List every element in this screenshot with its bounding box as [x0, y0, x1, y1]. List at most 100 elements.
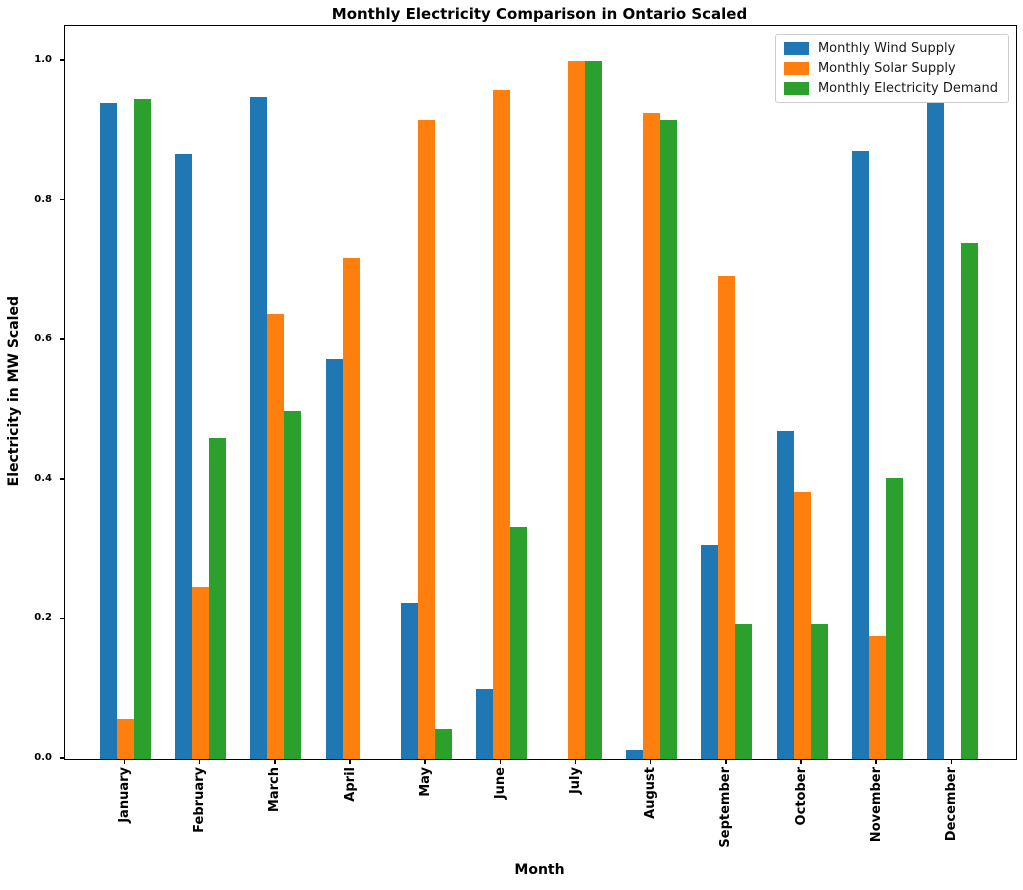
legend-swatch-icon [783, 82, 809, 95]
x-tick-september: September [700, 759, 751, 864]
x-tick-label: December [943, 767, 959, 842]
x-tick-february: February [174, 759, 225, 864]
bar-group-december [926, 60, 978, 759]
bar-monthly-solar-supply-february [192, 586, 210, 759]
y-tick-label: 0.2 [34, 612, 52, 624]
x-tick-label: February [192, 767, 208, 833]
bar-monthly-electricity-demand-january [134, 98, 151, 759]
legend-label: Monthly Electricity Demand [817, 81, 998, 96]
bar-monthly-wind-supply-december [926, 60, 944, 759]
bar-monthly-wind-supply-november [851, 150, 869, 759]
x-tick-label: November [868, 767, 884, 843]
legend: Monthly Wind Supply Monthly Solar Supply M… [774, 34, 1009, 103]
bar-group-november [851, 150, 903, 759]
y-tick-mark [60, 617, 65, 620]
y-tick-mark [60, 59, 65, 61]
bar-monthly-electricity-demand-august [660, 119, 678, 759]
x-tick-mark [875, 759, 877, 764]
x-tick-june: June [475, 759, 526, 864]
bar-monthly-electricity-demand-july [585, 60, 603, 759]
bar-group-september [701, 275, 753, 759]
x-tick-mark [349, 759, 351, 764]
y-tick-mark [60, 478, 65, 480]
bar-monthly-electricity-demand-march [284, 410, 302, 759]
bar-group-april [325, 257, 377, 759]
bar-group-may [400, 120, 452, 759]
bar-monthly-wind-supply-june [475, 689, 493, 759]
bar-monthly-solar-supply-january [117, 719, 134, 759]
x-tick-mark [800, 759, 802, 764]
x-tick-mark [574, 759, 577, 764]
legend-swatch-icon [783, 42, 809, 55]
bar-group-january [100, 98, 151, 759]
bar-monthly-electricity-demand-may [434, 728, 452, 759]
y-tick-mark [60, 757, 65, 759]
y-axis: 0.0 0.2 0.4 0.6 0.8 1.0 [0, 25, 65, 763]
legend-label: Monthly Solar Supply [817, 61, 956, 76]
x-tick-mark [274, 759, 276, 764]
x-tick-mark [649, 759, 652, 764]
legend-entry-monthly-electricity-demand: Monthly Electricity Demand [783, 81, 998, 96]
bar-monthly-electricity-demand-february [209, 437, 227, 759]
bar-monthly-electricity-demand-october [810, 624, 828, 759]
bar-monthly-solar-supply-april [342, 257, 360, 759]
x-tick-august: August [625, 759, 676, 864]
x-tick-label: January [117, 767, 132, 823]
bar-monthly-solar-supply-august [643, 113, 661, 759]
y-tick-label: 0.6 [34, 333, 52, 345]
bar-monthly-wind-supply-april [325, 359, 343, 759]
bar-group-february [175, 154, 227, 759]
legend-entry-monthly-solar-supply: Monthly Solar Supply [783, 61, 998, 76]
x-tick-mark [499, 759, 502, 764]
bar-monthly-solar-supply-september [718, 275, 736, 759]
x-tick-january: January [99, 759, 150, 864]
x-tick-label: October [793, 767, 809, 826]
bar-monthly-solar-supply-november [868, 636, 886, 759]
x-tick-april: April [325, 759, 376, 864]
chart-title: Monthly Electricity Comparison in Ontari… [331, 5, 748, 23]
x-tick-mark [198, 759, 201, 764]
x-tick-label: July [568, 767, 584, 795]
x-tick-mark [424, 759, 426, 764]
x-axis: January February March April May June July Augu… [64, 759, 1015, 864]
legend-label: Monthly Wind Supply [817, 41, 956, 56]
bar-monthly-solar-supply-july [568, 60, 586, 759]
bar-group-june [475, 89, 527, 759]
x-tick-mark [950, 759, 953, 764]
bar-monthly-wind-supply-february [175, 154, 193, 759]
legend-entry-monthly-wind-supply: Monthly Wind Supply [783, 41, 998, 56]
x-tick-label: April [342, 767, 358, 802]
bars-area [65, 26, 1016, 759]
y-tick-label: 0.8 [34, 193, 52, 205]
bar-monthly-electricity-demand-september [735, 623, 753, 759]
x-tick-label: May [417, 767, 433, 797]
bar-monthly-wind-supply-march [250, 97, 268, 759]
y-tick-label: 0.4 [34, 472, 52, 484]
bar-group-august [626, 113, 678, 759]
x-tick-november: November [851, 759, 902, 864]
bar-group-july [551, 60, 603, 759]
x-axis-title: Month [514, 862, 565, 878]
bar-group-october [776, 430, 828, 759]
x-tick-mark [123, 759, 126, 764]
bar-monthly-wind-supply-january [100, 102, 117, 759]
x-tick-march: March [249, 759, 300, 864]
bar-monthly-wind-supply-may [400, 603, 418, 759]
x-tick-october: October [776, 759, 827, 864]
y-tick-mark [60, 198, 65, 201]
x-tick-label: June [492, 767, 508, 800]
bar-monthly-solar-supply-may [417, 120, 435, 759]
bar-monthly-solar-supply-october [793, 491, 811, 759]
bar-monthly-electricity-demand-june [509, 527, 527, 759]
bar-monthly-electricity-demand-november [885, 478, 903, 759]
x-tick-may: May [400, 759, 451, 864]
plot-area: Monthly Wind Supply Monthly Solar Supply M… [64, 25, 1017, 760]
x-tick-label: March [267, 767, 283, 813]
bar-monthly-solar-supply-march [267, 314, 285, 759]
x-tick-label: August [643, 767, 659, 819]
bar-monthly-wind-supply-august [626, 749, 644, 759]
bar-monthly-solar-supply-june [492, 89, 510, 759]
y-tick-label: 0.0 [34, 752, 52, 763]
y-tick-label: 1.0 [34, 53, 52, 65]
